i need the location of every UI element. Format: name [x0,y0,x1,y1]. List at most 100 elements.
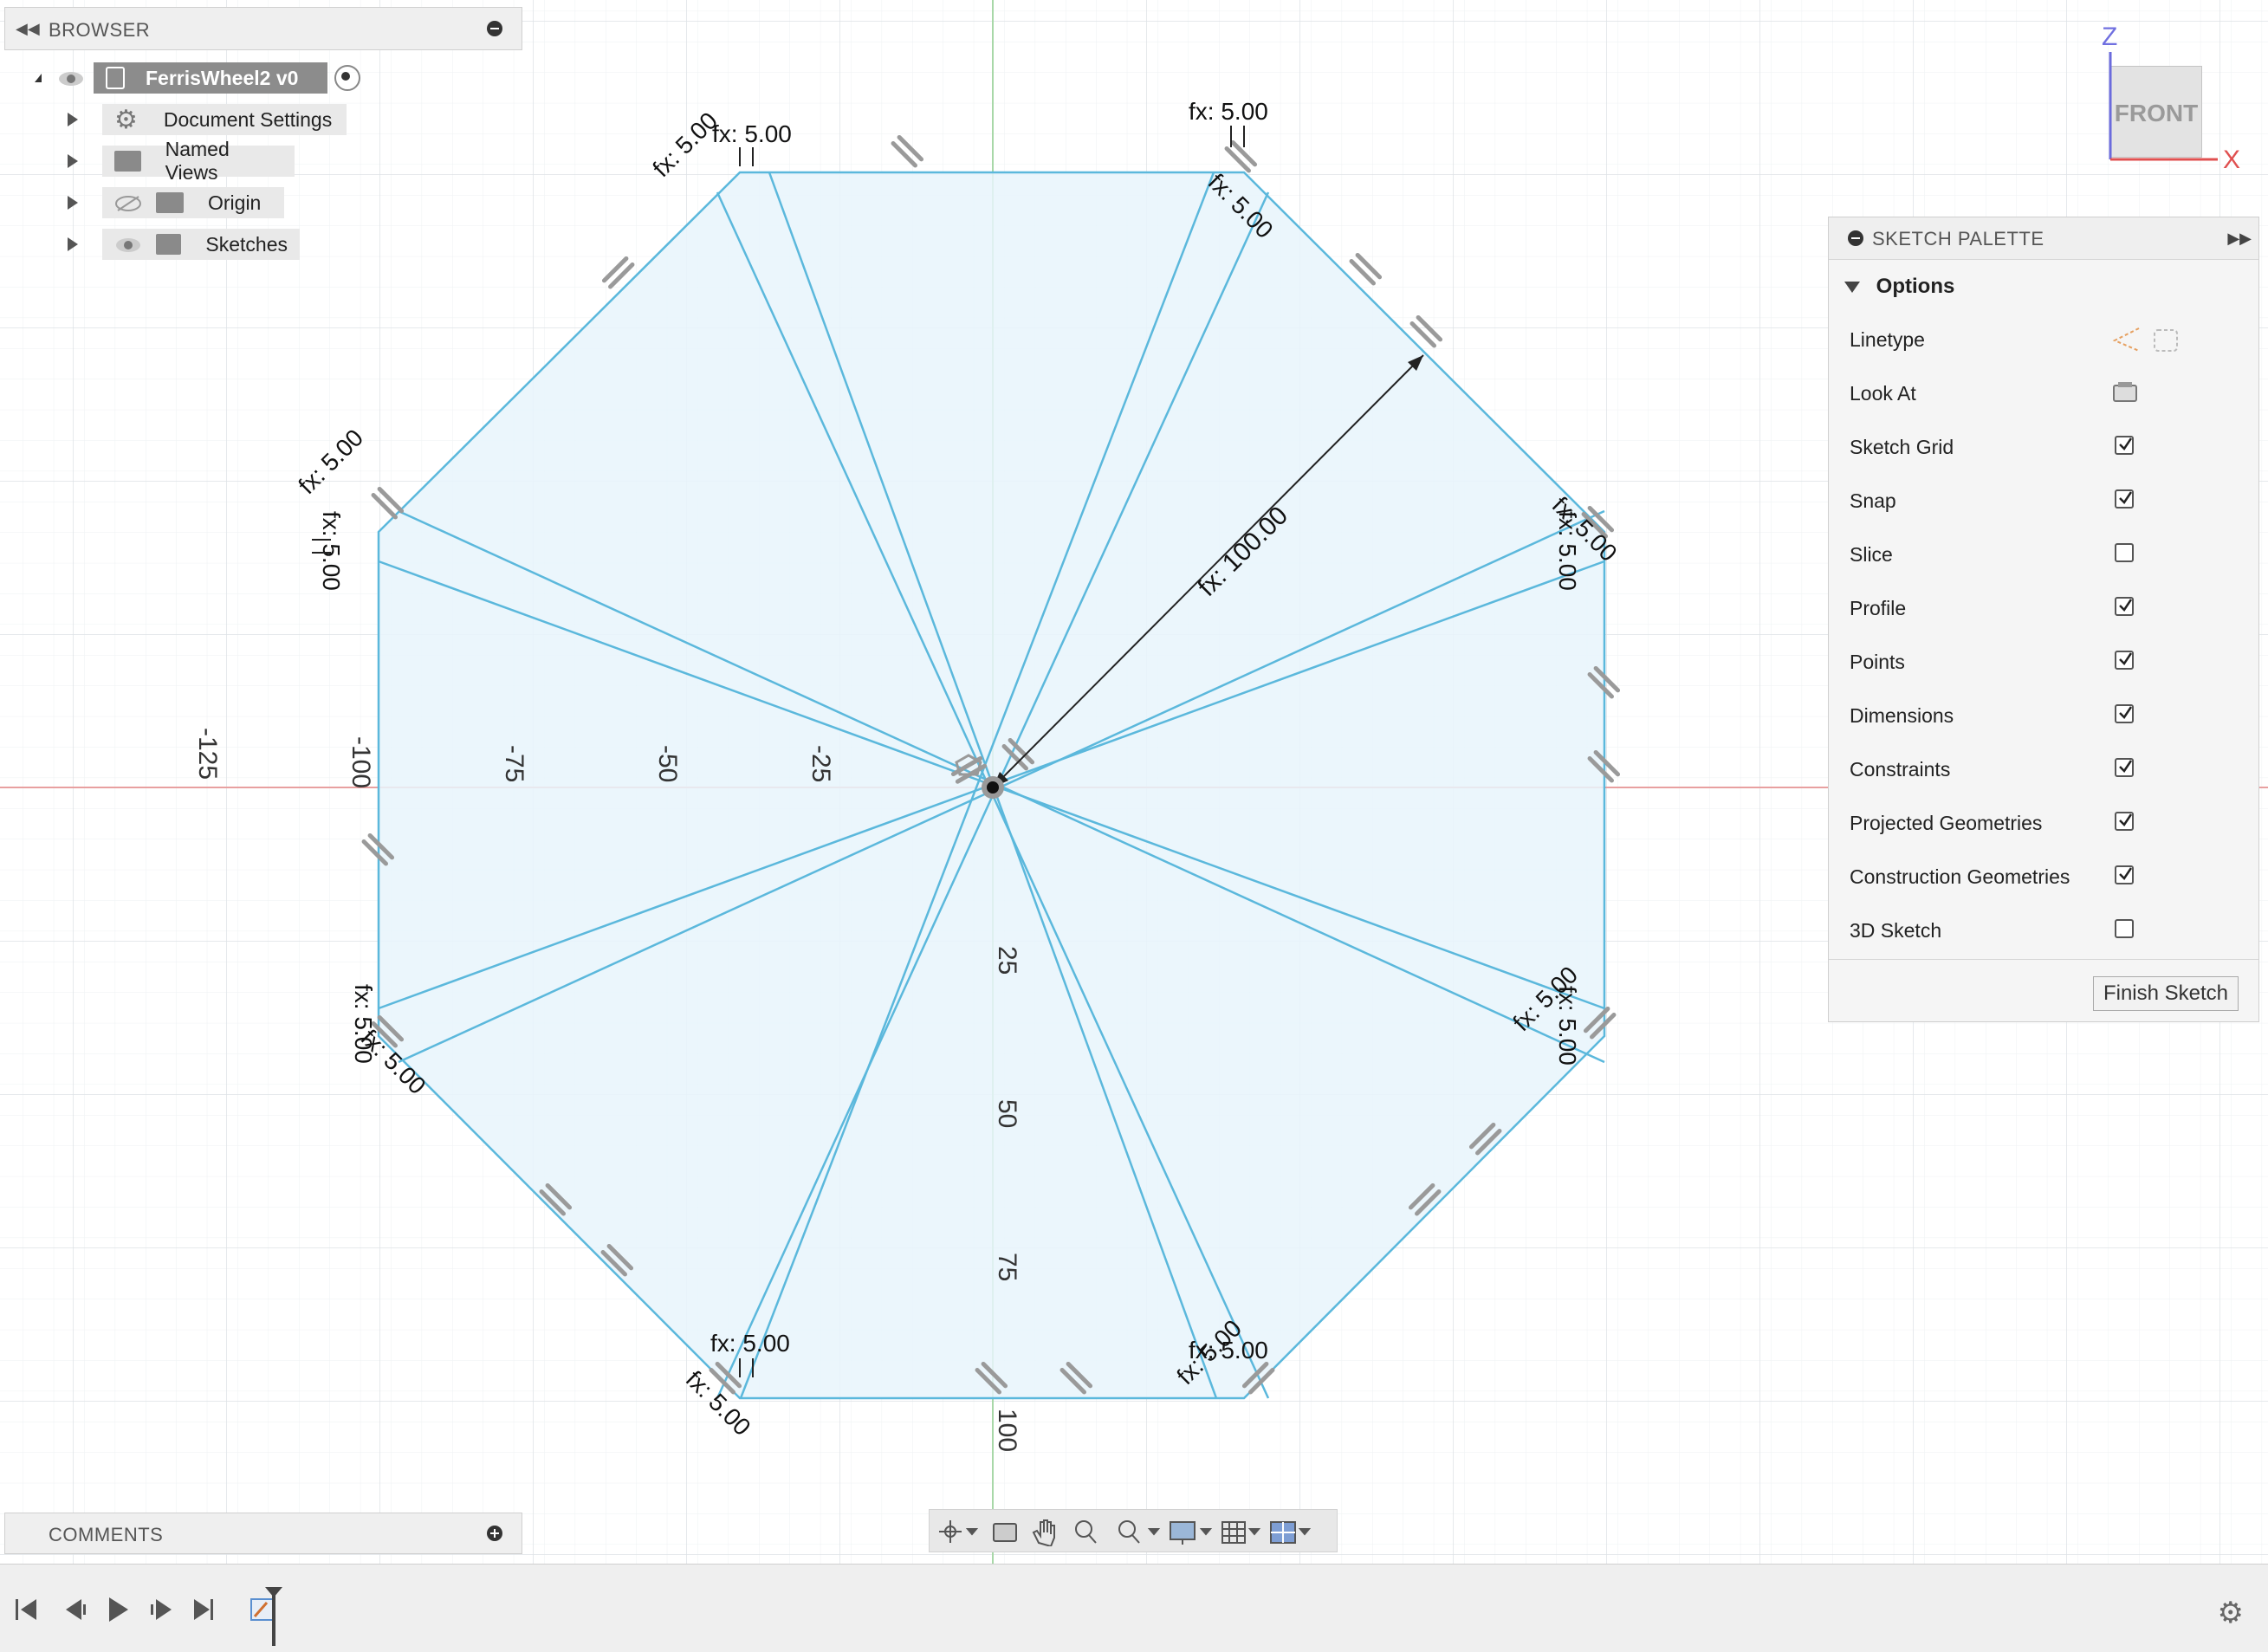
row-label: 3D Sketch [1850,919,1942,942]
viewcube-front-face[interactable]: FRONT [2110,66,2202,158]
display-settings-icon [1170,1521,1213,1545]
tree-chip: Sketches [102,229,300,260]
ruler-label: -50 [653,745,682,782]
ruler-label: 50 [993,1099,1021,1128]
timeline-feature-sketch-icon[interactable] [246,1585,307,1648]
arrowhead [1408,355,1423,371]
dimension-ticks [312,126,1245,1377]
dimension-label[interactable]: fx: 5.00 [1189,1337,1268,1364]
expand-triangle-icon[interactable] [68,196,78,210]
finish-sketch-button[interactable]: Finish Sketch [2093,976,2239,1011]
constraints-checkbox[interactable] [2115,758,2134,777]
palette-row-projected-geometries: Projected Geometries [1850,812,2042,835]
origin-point[interactable] [982,776,1004,799]
component-name: FerrisWheel2 v0 [146,66,299,89]
row-label: Linetype [1850,328,1925,351]
activate-radio-icon[interactable] [334,65,360,91]
eye-icon[interactable] [114,236,142,253]
collapse-triangle-icon[interactable] [1844,282,1860,293]
origin-pin [955,754,982,776]
row-label: Projected Geometries [1850,812,2043,834]
ruler-label: 25 [993,946,1021,975]
palette-row-points: Points [1850,651,1905,674]
palette-row-look-at: Look At [1850,382,1916,405]
row-label: Snap [1850,489,1896,512]
expand-triangle-icon[interactable] [68,113,78,126]
play-icon [109,1597,128,1622]
profile-checkbox[interactable] [2115,597,2134,616]
expand-right-icon[interactable]: ▶▶ [2227,230,2252,247]
row-label: Slice [1850,543,1893,566]
ruler-label: -75 [500,745,528,782]
expand-triangle-icon[interactable] [68,237,78,251]
orbit-icon [939,1520,979,1543]
sketch-grid-checkbox[interactable] [2115,436,2134,455]
grid-settings-icon [1221,1521,1261,1544]
row-label: Profile [1850,597,1907,619]
collapse-left-icon[interactable]: ◀◀ [16,20,40,37]
pan-hand-icon [1032,1519,1055,1546]
3d-sketch-checkbox[interactable] [2115,919,2134,938]
minimize-icon[interactable] [487,21,502,36]
tree-item-named-views[interactable]: Named Views [68,138,295,184]
palette-row-construction-geometries: Construction Geometries [1850,865,2070,889]
ruler-label: -25 [807,745,835,782]
sketch-palette-title: SKETCH PALETTE [1872,228,2044,249]
points-checkbox[interactable] [2115,651,2134,670]
row-label: Constraints [1850,758,1951,781]
dimension-label[interactable]: fx: 5.00 [318,511,345,591]
palette-row-dimensions: Dimensions [1850,704,1954,728]
browser-panel-header[interactable]: ◀◀ BROWSER [4,7,522,50]
tree-item-origin[interactable]: Origin [68,187,284,218]
dimension-label[interactable]: fx: 5.00 [710,1330,790,1357]
dimensions-checkbox[interactable] [2115,704,2134,723]
spoke-line [739,172,1215,1399]
row-label: Points [1850,651,1905,673]
dimension-label[interactable]: fx: 5.00 [1554,511,1581,591]
construction-linetype-icon[interactable] [2109,325,2144,354]
comments-panel[interactable]: COMMENTS [4,1513,522,1554]
tree-item-document-settings[interactable]: ⚙ Document Settings [68,104,347,135]
row-label: Dimensions [1850,704,1954,727]
palette-row-linetype: Linetype [1850,328,1925,352]
look-at-icon[interactable] [2111,380,2141,406]
ruler-label: 100 [993,1409,1021,1452]
row-label: Look At [1850,382,1916,405]
browser-title: BROWSER [49,19,151,41]
projected-geometries-checkbox[interactable] [2115,812,2134,831]
add-comment-icon[interactable] [487,1526,502,1541]
expand-triangle-icon[interactable] [68,154,78,168]
tree-chip: Named Views [102,138,295,184]
dimension-label[interactable]: fx: 5.00 [712,120,792,147]
options-label: Options [1876,275,1955,298]
navigation-toolbar [929,1509,1338,1552]
row-label: Construction Geometries [1850,865,2070,888]
dimension-label[interactable]: fx: 5.00 [1189,98,1268,125]
go-to-start-icon [16,1599,36,1620]
palette-row-constraints: Constraints [1850,758,1950,781]
tree-item-sketches[interactable]: Sketches [68,229,300,260]
ruler-label: -100 [347,736,375,788]
construction-geometries-checkbox[interactable] [2115,865,2134,884]
palette-row-snap: Snap [1850,489,1896,513]
options-section-header[interactable]: Options [1844,275,1954,299]
look-at-icon [993,1523,1017,1542]
gear-icon[interactable]: ⚙ [2217,1597,2244,1629]
snap-checkbox[interactable] [2115,489,2134,509]
centerline-linetype-icon[interactable] [2151,327,2182,354]
dimension-label[interactable]: fx: 5.00 [350,984,377,1064]
eye-hidden-icon[interactable] [114,194,142,211]
dimension-label[interactable]: fx: 5.00 [1554,986,1581,1066]
eye-icon[interactable] [57,69,85,87]
sketch-palette-header[interactable]: SKETCH PALETTE ▶▶ [1829,217,2258,260]
folder-icon [114,151,141,172]
minimize-icon[interactable] [1848,230,1863,246]
collapse-triangle-icon[interactable] [35,74,42,82]
palette-row-slice: Slice [1850,543,1893,567]
palette-row-sketch-grid: Sketch Grid [1850,436,1954,459]
row-label: Sketch Grid [1850,436,1954,458]
component-root[interactable]: FerrisWheel2 v0 [94,62,327,94]
slice-checkbox[interactable] [2115,543,2134,562]
tree-root[interactable]: FerrisWheel2 v0 [35,62,360,94]
step-back-icon [66,1599,86,1620]
